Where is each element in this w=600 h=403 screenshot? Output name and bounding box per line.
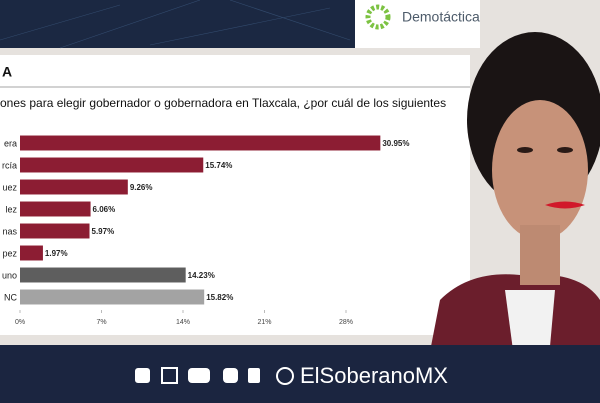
network-lines <box>0 0 351 49</box>
footer-handle: ElSoberanoMX <box>300 363 448 388</box>
chart-panel <box>0 55 470 335</box>
chart-title: A <box>2 64 12 80</box>
y-tick-label: NC <box>4 292 17 302</box>
y-tick-label: nas <box>2 226 17 236</box>
data-label: 1.97% <box>45 249 68 258</box>
data-label: 15.82% <box>206 293 233 302</box>
bar <box>20 267 186 283</box>
x-tick-label: 0% <box>15 319 25 326</box>
x-tick-label: 14% <box>176 319 190 326</box>
y-tick-label: uez <box>2 182 17 192</box>
data-label: 5.97% <box>92 227 115 236</box>
brand: Demotáctica <box>402 9 480 25</box>
data-label: 14.23% <box>188 271 215 280</box>
y-tick-label: rcía <box>2 160 17 170</box>
data-label: 9.26% <box>130 183 153 192</box>
bar <box>20 179 128 195</box>
y-tick-label: era <box>4 138 17 148</box>
plot: 0% 7% 14% 21% 28% era 30.95% rcía 15.74% uez 9.26%… <box>2 135 409 326</box>
data-label: 15.74% <box>205 161 232 170</box>
x-tick-label: 21% <box>257 319 271 326</box>
bar <box>20 201 91 217</box>
bar <box>20 245 43 261</box>
y-tick-label: pez <box>2 248 17 258</box>
logo-panel <box>355 0 480 48</box>
bar <box>20 223 90 239</box>
y-tick-label: lez <box>5 204 17 214</box>
data-label: 6.06% <box>93 205 116 214</box>
x-tick-label: 28% <box>339 319 353 326</box>
bar <box>20 135 381 151</box>
x-tick-label: 7% <box>96 319 106 326</box>
social-icons <box>135 367 294 385</box>
bar <box>20 289 205 305</box>
y-tick-label: uno <box>2 270 17 280</box>
chart-subtitle: ones para elegir gobernador o gobernador… <box>0 96 446 110</box>
logo-icon <box>365 4 391 30</box>
bottom-band <box>0 345 600 403</box>
bar <box>20 157 204 173</box>
data-label: 30.95% <box>382 139 409 148</box>
